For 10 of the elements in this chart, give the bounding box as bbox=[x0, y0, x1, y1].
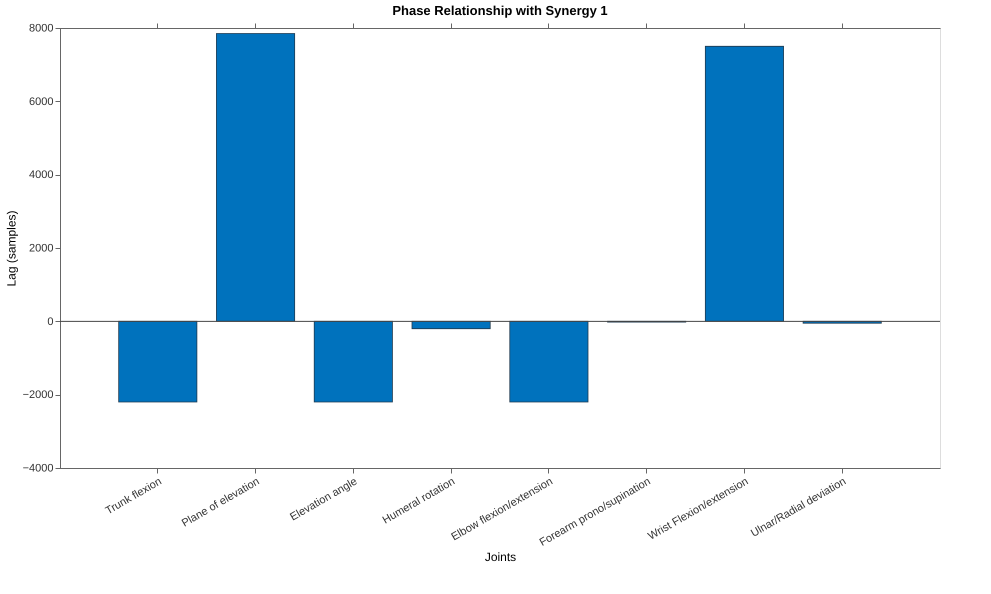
y-tick-label: −2000 bbox=[22, 389, 54, 402]
x-axis-title: Joints bbox=[484, 550, 516, 564]
y-tick-label: 6000 bbox=[29, 96, 54, 108]
y-tick-label: 8000 bbox=[29, 22, 54, 34]
y-tick-label: 2000 bbox=[29, 242, 54, 254]
y-tick-label: −4000 bbox=[22, 462, 54, 474]
y-tick-label: 0 bbox=[47, 316, 54, 328]
y-axis-title: Lag (samples) bbox=[4, 210, 19, 287]
y-tick-label: 4000 bbox=[29, 169, 54, 182]
chart-title: Phase Relationship with Synergy 1 bbox=[392, 3, 608, 18]
